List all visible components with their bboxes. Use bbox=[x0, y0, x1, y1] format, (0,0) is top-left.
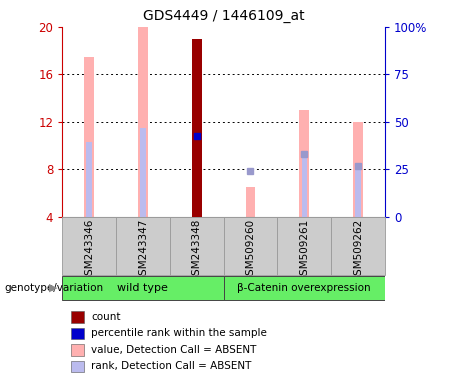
Bar bbox=[331, 217, 385, 275]
Bar bbox=[62, 217, 116, 275]
Bar bbox=[138, 27, 148, 217]
Bar bbox=[84, 56, 94, 217]
Title: GDS4449 / 1446109_at: GDS4449 / 1446109_at bbox=[143, 9, 304, 23]
Bar bbox=[355, 164, 361, 217]
Text: GSM243348: GSM243348 bbox=[192, 219, 202, 282]
Text: rank, Detection Call = ABSENT: rank, Detection Call = ABSENT bbox=[91, 361, 252, 371]
Bar bbox=[62, 276, 224, 300]
Bar bbox=[246, 187, 255, 217]
Bar bbox=[300, 110, 309, 217]
Text: GSM509261: GSM509261 bbox=[299, 219, 309, 282]
Text: value, Detection Call = ABSENT: value, Detection Call = ABSENT bbox=[91, 345, 257, 355]
Bar bbox=[192, 39, 201, 217]
Text: ▶: ▶ bbox=[49, 283, 58, 293]
Bar bbox=[353, 122, 363, 217]
Bar bbox=[87, 142, 92, 217]
Text: GSM509260: GSM509260 bbox=[245, 219, 255, 282]
Text: genotype/variation: genotype/variation bbox=[5, 283, 104, 293]
Text: GSM243347: GSM243347 bbox=[138, 219, 148, 282]
Text: β-Catenin overexpression: β-Catenin overexpression bbox=[237, 283, 371, 293]
Bar bbox=[278, 217, 331, 275]
Text: wild type: wild type bbox=[118, 283, 168, 293]
Bar bbox=[116, 217, 170, 275]
Bar bbox=[224, 217, 278, 275]
Text: percentile rank within the sample: percentile rank within the sample bbox=[91, 328, 267, 338]
Text: GSM509262: GSM509262 bbox=[353, 219, 363, 282]
Bar bbox=[224, 276, 385, 300]
Text: count: count bbox=[91, 312, 121, 322]
Bar bbox=[301, 152, 307, 217]
Bar bbox=[140, 128, 146, 217]
Bar bbox=[170, 217, 224, 275]
Text: GSM243346: GSM243346 bbox=[84, 219, 94, 282]
